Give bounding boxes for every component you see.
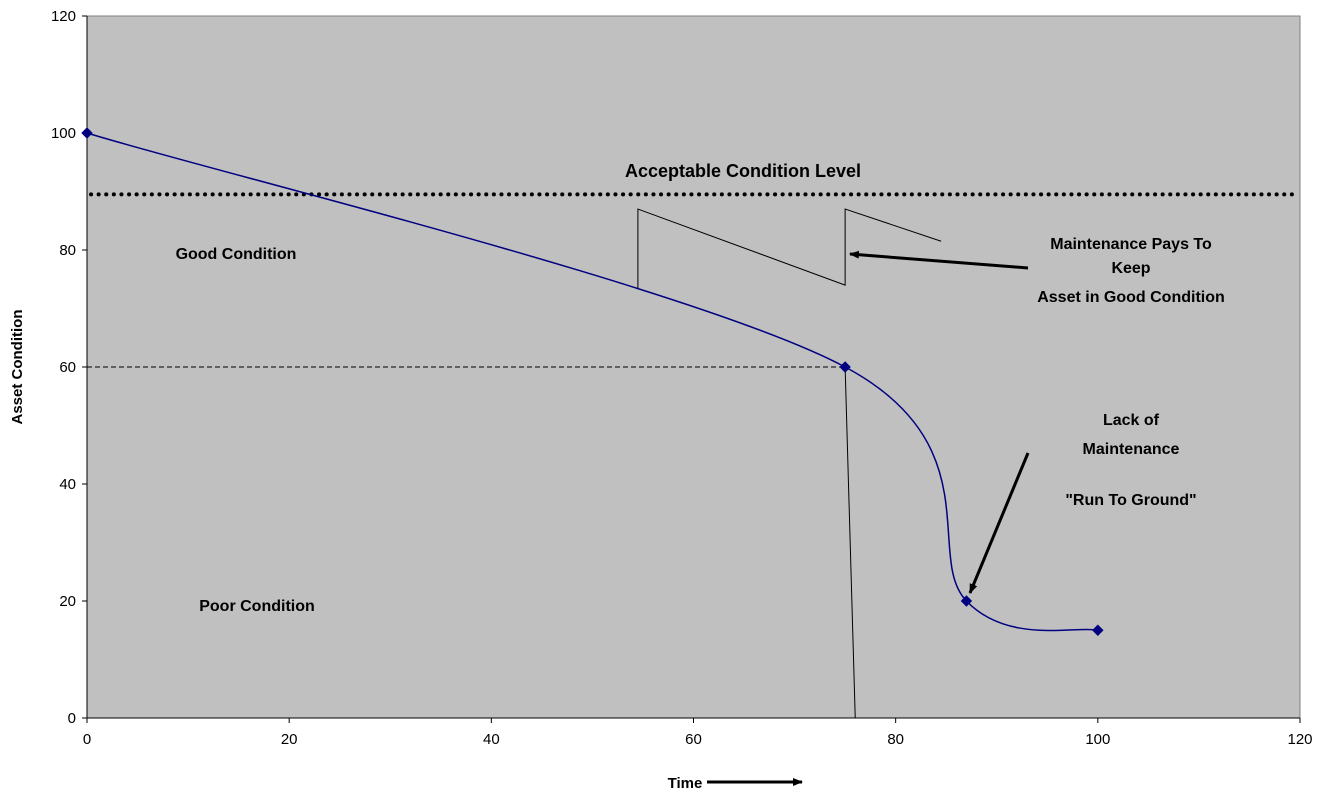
good-condition-label: Good Condition (176, 246, 297, 263)
x-tick-label: 120 (1287, 731, 1312, 748)
maintenance-sawtooth (637, 208, 942, 289)
drop-line (844, 366, 856, 719)
run-to-ground-label: "Run To Ground" (1065, 492, 1196, 509)
data-point (960, 595, 973, 607)
y-tick-label: 80 (59, 242, 76, 259)
y-tick-label: 20 (59, 593, 76, 610)
x-tick-label: 40 (483, 731, 500, 748)
y-tick-label: 0 (68, 710, 76, 727)
maintenance-arrow (849, 250, 1029, 270)
y-tick-label: 120 (51, 8, 76, 25)
y-axis-title: Asset Condition (9, 310, 26, 425)
y-tick-label: 100 (51, 125, 76, 142)
x-axis-title: Time (668, 775, 703, 792)
data-point (81, 127, 93, 139)
data-point (1092, 624, 1104, 636)
acceptable-level-label: Acceptable Condition Level (625, 161, 861, 181)
maintenance-label-line2: Keep (1111, 260, 1150, 277)
x-ticks: 0 20 40 60 80 100 120 (83, 718, 1313, 748)
condition-curve (86, 132, 1098, 632)
lack-label-line2: Maintenance (1083, 441, 1180, 458)
data-markers (81, 127, 1104, 636)
y-tick-label: 40 (59, 476, 76, 493)
x-tick-label: 20 (281, 731, 298, 748)
lack-label-line1: Lack of (1103, 412, 1160, 429)
y-ticks: 0 20 40 60 80 100 120 (51, 8, 87, 727)
lack-arrow (968, 452, 1030, 594)
data-point (839, 361, 851, 373)
poor-condition-label: Poor Condition (199, 598, 315, 615)
x-tick-label: 60 (685, 731, 702, 748)
y-tick-label: 60 (59, 359, 76, 376)
x-tick-label: 0 (83, 731, 91, 748)
maintenance-label-line3: Asset in Good Condition (1037, 289, 1225, 306)
maintenance-label-line1: Maintenance Pays To (1050, 236, 1212, 253)
x-tick-label: 80 (887, 731, 904, 748)
x-tick-label: 100 (1085, 731, 1110, 748)
